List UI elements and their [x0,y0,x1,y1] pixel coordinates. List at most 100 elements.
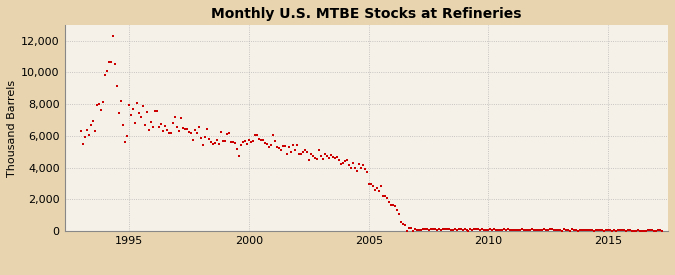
Point [196,136,207,140]
Point [497,228,508,232]
Point [214,142,225,147]
Point [281,152,292,156]
Point [392,207,402,212]
Point [655,228,666,233]
Point [317,156,328,161]
Point [178,126,188,130]
Point [313,148,324,152]
Point [589,229,599,233]
Point [292,143,302,147]
Point [411,228,422,232]
Point [327,155,338,159]
Point [200,135,211,139]
Point [575,228,586,232]
Point [309,156,320,160]
Point [369,188,380,192]
Point [212,138,223,142]
Point [286,150,296,154]
Point [357,163,368,167]
Point [333,158,344,162]
Point [234,153,244,158]
Point [529,228,540,232]
Point [100,73,111,77]
Point [335,161,346,166]
Point [144,128,155,132]
Point [609,228,620,232]
Point [108,34,119,39]
Point [565,229,576,233]
Point [315,154,326,159]
Point [344,163,354,167]
Point [533,227,544,232]
Point [265,142,276,147]
Point [383,200,394,204]
Point [607,228,618,233]
Point [495,228,506,232]
Point [338,161,348,166]
Point [465,226,476,231]
Point [551,228,562,232]
Point [597,228,608,232]
Point [487,227,498,232]
Point [82,127,92,132]
Point [387,203,398,207]
Point [515,227,526,232]
Point [311,157,322,161]
Point [223,131,234,136]
Point [208,141,219,146]
Point [423,227,434,232]
Point [621,229,632,233]
Point [577,228,588,232]
Point [385,203,396,207]
Point [267,133,278,137]
Title: Monthly U.S. MTBE Stocks at Refineries: Monthly U.S. MTBE Stocks at Refineries [211,7,522,21]
Point [373,189,384,193]
Point [653,228,664,232]
Point [298,150,308,154]
Point [140,123,151,127]
Point [553,228,564,232]
Point [499,227,510,232]
Point [350,166,360,170]
Point [535,228,546,232]
Point [523,228,534,232]
Point [118,123,129,127]
Point [603,227,614,232]
Point [637,229,647,233]
Point [102,69,113,74]
Point [441,227,452,231]
Point [473,227,484,232]
Point [230,141,240,145]
Point [136,114,146,119]
Point [459,227,470,231]
Point [120,140,131,144]
Point [98,100,109,104]
Point [389,204,400,208]
Point [162,128,173,133]
Point [221,131,232,136]
Point [88,119,99,123]
Point [261,142,272,146]
Point [626,229,637,233]
Y-axis label: Thousand Barrels: Thousand Barrels [7,79,17,177]
Point [126,112,136,117]
Point [158,129,169,134]
Point [649,229,659,233]
Point [630,229,641,233]
Point [128,107,138,112]
Point [361,170,372,174]
Point [110,61,121,66]
Point [429,227,440,231]
Point [182,127,192,131]
Point [319,152,330,156]
Point [352,169,362,173]
Point [593,228,603,232]
Point [284,145,294,149]
Point [409,227,420,231]
Point [184,130,194,134]
Point [92,103,103,107]
Point [217,139,228,143]
Point [263,144,274,149]
Point [479,228,490,232]
Point [134,111,144,116]
